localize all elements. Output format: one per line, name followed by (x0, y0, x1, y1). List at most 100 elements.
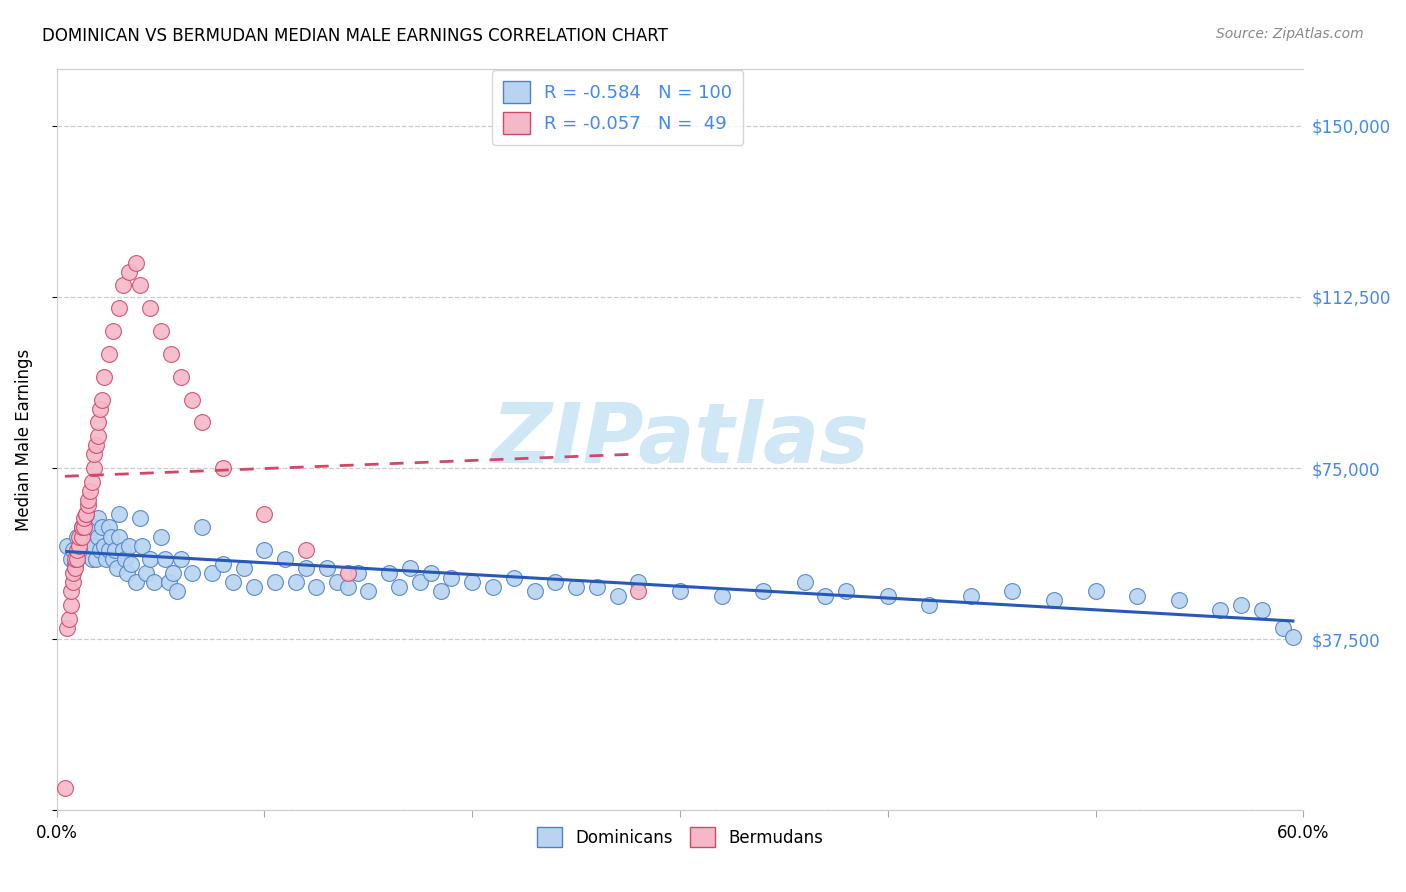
Point (117, 566, 139, 580)
Text: DOMINICAN VS BERMUDAN MEDIAN MALE EARNINGS CORRELATION CHART: DOMINICAN VS BERMUDAN MEDIAN MALE EARNIN… (42, 27, 668, 45)
Point (143, 575, 166, 590)
Point (97, 347, 120, 361)
Point (84, 552, 107, 566)
Point (315, 561, 337, 575)
Point (606, 589, 628, 603)
Point (139, 301, 162, 316)
Point (409, 575, 432, 590)
Point (461, 575, 484, 590)
Point (65, 557, 87, 571)
Point (160, 347, 183, 361)
Point (93, 539, 115, 553)
Y-axis label: Median Male Earnings: Median Male Earnings (15, 349, 32, 531)
Point (83, 461, 105, 475)
Point (83, 520, 105, 534)
Point (58, 612, 80, 626)
Point (76, 498, 98, 512)
Point (72, 511, 94, 525)
Legend: Dominicans, Bermudans: Dominicans, Bermudans (530, 821, 830, 855)
Point (124, 255, 146, 269)
Point (118, 265, 141, 279)
Point (253, 507, 276, 521)
Point (326, 575, 349, 590)
Point (128, 511, 150, 525)
Point (814, 589, 837, 603)
Point (1001, 584, 1024, 599)
Point (87, 429, 110, 443)
Point (108, 529, 131, 543)
Point (112, 543, 135, 558)
Point (66, 548, 89, 562)
Point (79, 483, 101, 498)
Point (1282, 630, 1305, 644)
Point (100, 529, 122, 543)
Point (960, 589, 983, 603)
Point (87, 529, 110, 543)
Point (710, 589, 733, 603)
Point (70, 520, 93, 534)
Point (149, 324, 172, 338)
Point (135, 566, 157, 580)
Point (76, 493, 98, 508)
Point (149, 529, 172, 543)
Point (398, 561, 420, 575)
Point (430, 584, 453, 599)
Point (378, 566, 401, 580)
Point (76, 516, 98, 530)
Point (128, 278, 150, 293)
Point (76, 529, 98, 543)
Point (101, 324, 124, 338)
Point (87, 511, 110, 525)
Point (752, 584, 775, 599)
Point (232, 561, 254, 575)
Point (96, 552, 118, 566)
Point (835, 584, 858, 599)
Point (70, 529, 93, 543)
Point (669, 584, 692, 599)
Point (336, 580, 359, 594)
Point (295, 561, 318, 575)
Point (170, 552, 193, 566)
Point (60, 552, 83, 566)
Point (180, 566, 202, 580)
Point (80, 552, 103, 566)
Point (482, 580, 505, 594)
Point (523, 584, 546, 599)
Point (75, 507, 97, 521)
Point (1167, 593, 1189, 607)
Point (89, 543, 111, 558)
Point (66, 529, 89, 543)
Point (243, 580, 266, 594)
Point (627, 584, 650, 599)
Point (440, 571, 463, 585)
Point (66, 543, 89, 558)
Point (87, 416, 110, 430)
Point (56, 621, 79, 635)
Text: Source: ZipAtlas.com: Source: ZipAtlas.com (1216, 27, 1364, 41)
Point (69, 529, 91, 543)
Point (89, 401, 111, 416)
Point (60, 584, 83, 599)
Point (180, 392, 202, 407)
Point (65, 561, 87, 575)
Point (97, 543, 120, 558)
Point (157, 575, 180, 590)
Point (419, 566, 441, 580)
Point (56, 539, 79, 553)
Point (69, 539, 91, 553)
Point (93, 369, 115, 384)
Point (79, 539, 101, 553)
Point (104, 543, 127, 558)
Point (62, 543, 84, 558)
Point (191, 520, 214, 534)
Point (222, 575, 245, 590)
Point (918, 598, 941, 612)
Point (80, 475, 103, 489)
Point (97, 520, 120, 534)
Point (274, 552, 297, 566)
Point (108, 301, 131, 316)
Point (1250, 602, 1272, 616)
Point (1230, 598, 1253, 612)
Point (1126, 589, 1149, 603)
Point (120, 557, 142, 571)
